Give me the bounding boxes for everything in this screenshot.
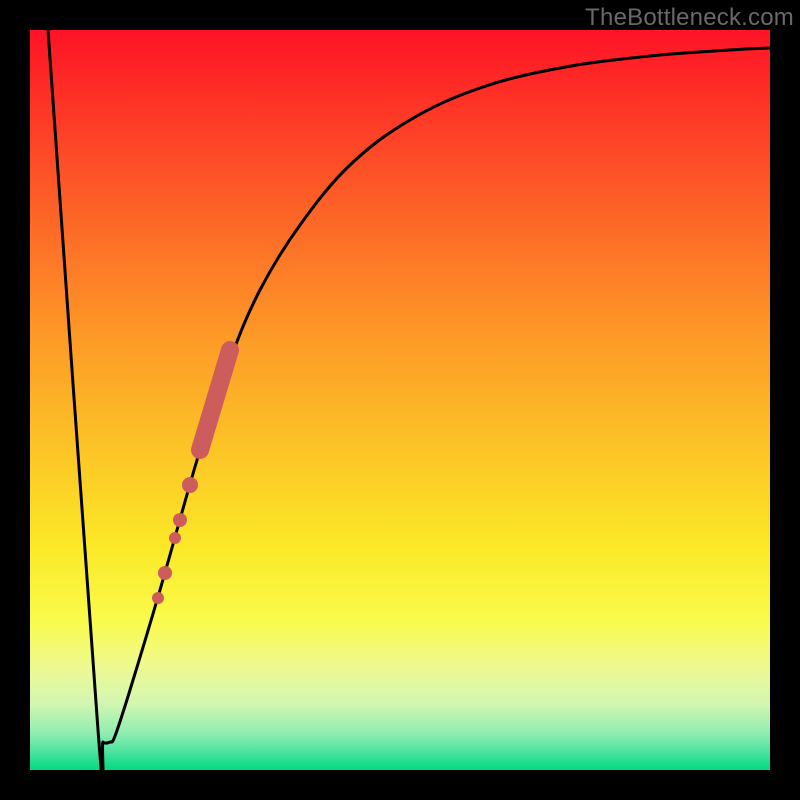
- highlight-dot: [173, 513, 187, 527]
- highlight-dot: [152, 592, 164, 604]
- highlight-dot: [158, 566, 172, 580]
- chart-svg: [0, 0, 800, 800]
- chart-root: TheBottleneck.com: [0, 0, 800, 800]
- highlight-dot: [182, 477, 198, 493]
- highlight-dot: [169, 532, 181, 544]
